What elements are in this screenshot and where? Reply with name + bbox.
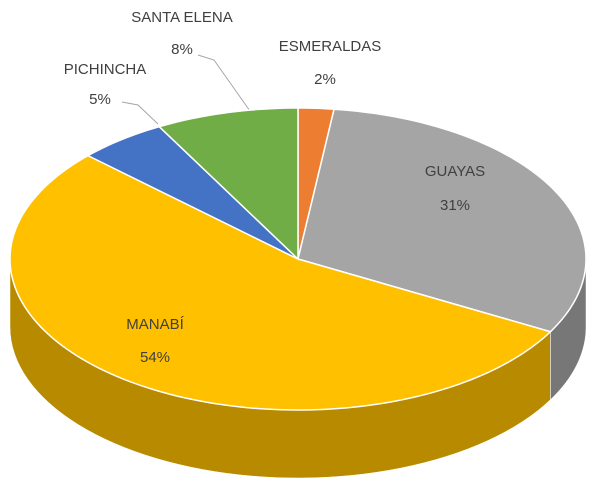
value-label: 8% [171,41,193,58]
pie-slice [157,107,299,261]
category-label: PICHINCHA [64,61,147,78]
value-label: 31% [440,197,470,214]
leader-line [197,54,251,112]
pie-slice [9,154,552,411]
category-label: MANABÍ [126,316,184,333]
category-label: ESMERALDAS [279,38,382,55]
category-label: SANTA ELENA [131,9,232,26]
leader-line [121,101,159,125]
pie-slice [86,125,299,260]
value-label: 54% [140,349,170,366]
value-label: 5% [89,91,111,108]
value-label: 2% [314,71,336,88]
pie-slice [297,108,587,333]
category-label: GUAYAS [425,163,485,180]
